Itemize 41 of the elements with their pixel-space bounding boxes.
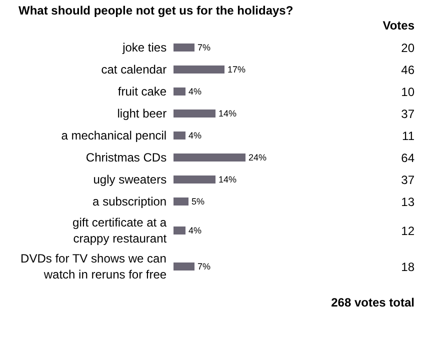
- text: 37: [401, 173, 415, 187]
- y-tick-label: joke ties: [122, 40, 167, 54]
- y-tick-label: gift certificate at a crappy restaurant: [72, 215, 168, 246]
- y-tick-label: fruit cake: [118, 84, 167, 98]
- data-label: 14%: [218, 174, 237, 184]
- data-label: 7%: [198, 42, 211, 52]
- y-tick-label: a subscription: [92, 194, 167, 208]
- text: 13: [401, 195, 415, 209]
- chart-title: What should people not get us for the holidays?: [18, 4, 294, 18]
- text: 20: [401, 41, 415, 55]
- text: 10: [401, 85, 415, 99]
- bar: [174, 176, 216, 184]
- data-label: 4%: [188, 130, 202, 140]
- text: 46: [401, 63, 415, 77]
- y-tick-label: cat calendar: [101, 62, 167, 76]
- data-label: 7%: [198, 262, 211, 272]
- y-tick-label: Christmas CDs: [86, 150, 167, 164]
- y-tick-label: light beer: [117, 106, 167, 120]
- bar: [174, 198, 188, 206]
- bar: [174, 132, 186, 140]
- text: 18: [401, 260, 415, 274]
- text: 64: [401, 151, 415, 165]
- y-tick-label: a mechanical pencil: [61, 128, 167, 142]
- bar: [174, 66, 224, 74]
- data-label: 4%: [188, 226, 202, 236]
- bar: [174, 110, 216, 118]
- text: 11: [402, 129, 415, 143]
- data-label: 5%: [192, 196, 205, 206]
- text: Votes: [382, 18, 415, 32]
- bar: [174, 154, 246, 162]
- data-label: 17%: [228, 64, 246, 74]
- data-label: 4%: [188, 86, 202, 96]
- bar: [174, 44, 194, 52]
- data-label: 14%: [218, 108, 237, 118]
- y-tick-label: ugly sweaters: [93, 172, 167, 186]
- data-label: 24%: [248, 152, 267, 162]
- text: 12: [401, 224, 415, 238]
- y-tick-label: DVDs for TV shows we can watch in reruns for free: [20, 251, 167, 282]
- text: 268 votes total: [331, 296, 415, 310]
- bar: [174, 88, 186, 96]
- text: 37: [401, 107, 415, 121]
